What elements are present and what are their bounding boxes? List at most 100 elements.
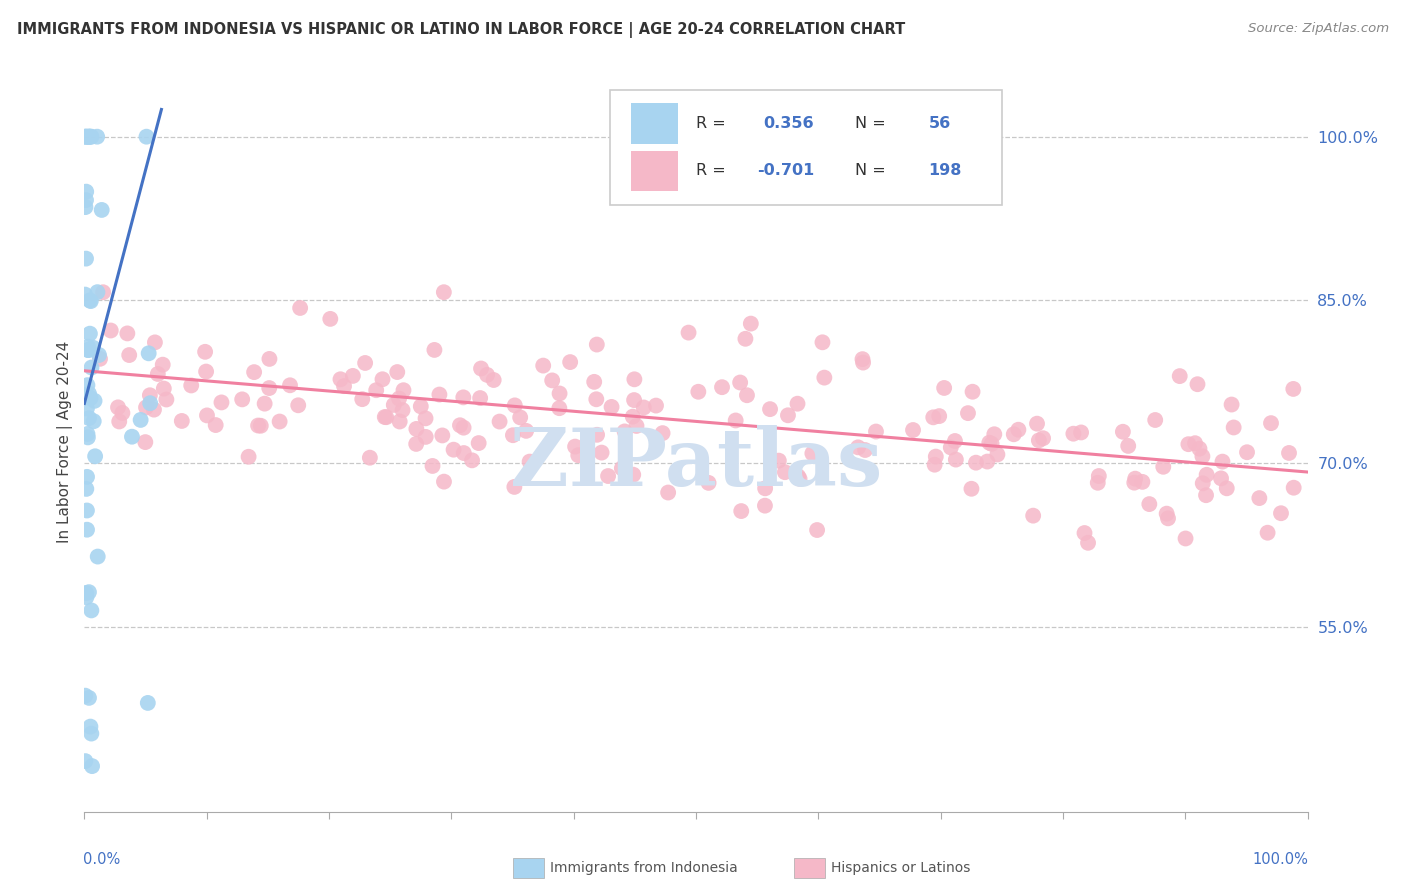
Point [80,129,103,144]
Point [986,448,1008,462]
Point [1144,413,1167,427]
Point [925,450,948,464]
Point [375,410,398,425]
Point [613,425,636,439]
Point [965,456,987,470]
Point [79,391,101,405]
Point [1123,475,1146,490]
Point [366,383,388,397]
Point [1191,476,1213,491]
Point [269,415,291,429]
Point [1187,377,1209,392]
Point [503,480,526,494]
Point [1152,459,1174,474]
Point [502,428,524,442]
Point [82,341,104,355]
Point [195,409,218,423]
Point [934,381,956,395]
Point [243,365,266,379]
Point [253,397,276,411]
Point [1032,431,1054,445]
Point [1184,436,1206,450]
Point [79,326,101,341]
Point [75,129,97,144]
Point [980,437,1002,451]
Text: Immigrants from Indonesia: Immigrants from Indonesia [550,861,738,875]
Point [924,458,946,472]
Point [1188,442,1211,456]
Point [84,450,107,464]
Point [80,726,103,740]
Text: 0.356: 0.356 [763,116,814,131]
Point [956,406,979,420]
Point [75,287,97,301]
Point [77,129,100,144]
Point [1137,497,1160,511]
Point [152,358,174,372]
Point [391,403,413,417]
Point [143,402,166,417]
Point [945,452,967,467]
Point [846,441,869,455]
Point [433,475,456,489]
Point [170,414,193,428]
Point [359,450,381,465]
Point [75,586,97,600]
Text: N =: N = [855,116,891,131]
Point [633,401,655,415]
Text: IMMIGRANTS FROM INDONESIA VS HISPANIC OR LATINO IN LABOR FORCE | AGE 20-24 CORRE: IMMIGRANTS FROM INDONESIA VS HISPANIC OR… [17,22,905,38]
Point [415,430,437,444]
Point [118,348,141,362]
Point [1249,491,1271,505]
Point [77,585,100,599]
Point [768,453,790,467]
Point [1278,446,1301,460]
Point [1209,471,1232,485]
Point [382,398,405,412]
Point [583,375,606,389]
Point [392,383,415,397]
Point [422,458,444,473]
Point [153,382,176,396]
Point [600,400,623,414]
Point [548,386,571,401]
Point [1270,506,1292,520]
Point [939,441,962,455]
Text: Hispanics or Latinos: Hispanics or Latinos [831,861,970,875]
Point [740,317,762,331]
Point [596,469,619,483]
Point [76,427,98,442]
Point [333,379,356,393]
Point [86,129,108,144]
Point [1070,425,1092,440]
Point [329,372,352,386]
Point [688,384,710,399]
Point [453,390,475,404]
Point [852,355,875,369]
Point [135,129,157,144]
Point [960,482,983,496]
Point [467,436,489,450]
Point [519,455,541,469]
Point [80,603,103,617]
Point [541,373,564,387]
Point [1260,416,1282,430]
Bar [631,151,678,191]
Point [352,392,374,406]
Point [342,368,364,383]
Point [531,359,554,373]
Point [374,410,396,425]
Point [75,590,97,604]
Point [1062,426,1084,441]
Point [138,346,160,360]
Point [76,401,98,416]
Point [943,434,966,448]
Point [564,440,586,454]
Point [79,720,101,734]
Point [86,285,108,300]
Point [257,381,280,395]
Point [111,406,134,420]
Point [773,465,796,479]
Point [734,332,756,346]
Point [80,294,103,309]
